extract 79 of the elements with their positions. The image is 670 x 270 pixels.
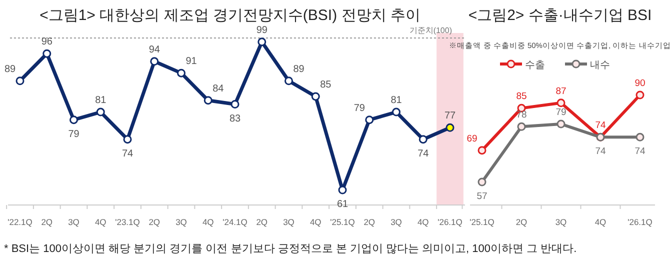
- data-label: 99: [256, 24, 268, 36]
- point: [478, 146, 486, 155]
- chart-title: <그림1> 대한상의 제조업 경기전망지수(BSI) 전망치 추이: [40, 7, 420, 24]
- point: [517, 122, 526, 131]
- point: [204, 96, 212, 105]
- x-tick-label: 2Q: [364, 217, 376, 227]
- point: [556, 98, 566, 108]
- x-tick-label: 3Q: [283, 217, 295, 227]
- data-label: 84: [212, 83, 224, 94]
- x-tick-label: 2Q: [148, 217, 160, 227]
- legend-label: 수출: [525, 60, 545, 71]
- data-label: 74: [595, 146, 606, 158]
- data-label: 79: [68, 128, 80, 140]
- x-tick-label: '24.1Q: [222, 217, 248, 227]
- x-tick-label: 2Q: [41, 217, 53, 227]
- x-tick-label: 4Q: [310, 217, 322, 227]
- data-label: 78: [516, 110, 527, 121]
- point: [478, 178, 486, 186]
- data-label: 81: [95, 95, 107, 106]
- chart-title: <그림2> 수출·내수기업 BSI: [468, 7, 652, 24]
- data-label: 89: [293, 64, 305, 75]
- point: [42, 49, 52, 58]
- data-label: 85: [516, 91, 527, 102]
- legend-label: 내수: [590, 60, 610, 71]
- x-tick-label: '26.1Q: [628, 217, 653, 227]
- x-tick-label: 3Q: [176, 217, 188, 227]
- data-label: 74: [418, 148, 430, 160]
- point: [16, 76, 24, 86]
- x-tick-label: 4Q: [94, 217, 107, 227]
- x-tick-label: 3Q: [390, 217, 402, 227]
- point: [284, 76, 293, 86]
- x-tick-label: 3Q: [68, 217, 80, 227]
- text: * BSI는 100이상이면 해당 분기의 경기를 이전 분기보다 긍정적으로 본 기업이 많다는 의미이고, 100이하면 그 반대다.: [4, 243, 577, 255]
- data-label: 96: [41, 36, 53, 48]
- point: [230, 100, 240, 109]
- data-label: 90: [634, 78, 646, 89]
- data-label: 74: [122, 148, 134, 160]
- point: [177, 68, 186, 78]
- point: [446, 123, 454, 132]
- x-tick-label: 2Q: [256, 217, 268, 227]
- data-label: 57: [476, 191, 488, 202]
- point: [123, 135, 132, 144]
- data-label: 69: [466, 133, 478, 144]
- data-label: 87: [556, 86, 566, 97]
- point: [70, 116, 78, 124]
- point: [556, 120, 566, 128]
- data-label: 94: [148, 44, 160, 56]
- data-label: 89: [4, 64, 16, 75]
- point: [418, 135, 428, 144]
- data-label: 61: [336, 199, 348, 210]
- data-label: 74: [634, 146, 646, 158]
- point: [96, 108, 105, 116]
- data-label: 91: [186, 56, 198, 68]
- data-label: 77: [444, 110, 456, 122]
- data-label: 79: [556, 107, 566, 118]
- x-tick-label: 2Q: [516, 217, 528, 227]
- x-tick-label: 4Q: [417, 217, 430, 227]
- point: [311, 92, 320, 101]
- x-tick-label: '25.1Q: [470, 217, 495, 227]
- point: [636, 132, 644, 142]
- ref-line-label: 기준치(100): [409, 26, 452, 35]
- point: [365, 116, 374, 124]
- x-tick-label: '25.1Q: [330, 217, 356, 227]
- data-label: 83: [229, 113, 241, 124]
- data-label: 74: [595, 120, 606, 132]
- x-tick-label: '23.1Q: [115, 217, 140, 227]
- point: [150, 57, 159, 66]
- data-label: 81: [390, 95, 402, 106]
- x-tick-label: 4Q: [594, 217, 607, 227]
- x-tick-label: 3Q: [555, 217, 568, 227]
- x-tick-label: '22.1Q: [8, 217, 33, 227]
- x-tick-label: 4Q: [202, 217, 214, 227]
- point: [258, 38, 266, 46]
- x-tick-label: '26.1Q: [438, 217, 463, 227]
- data-label: 85: [320, 79, 332, 90]
- point: [636, 90, 644, 100]
- data-label: 79: [354, 102, 366, 114]
- point: [392, 108, 400, 116]
- point: [338, 186, 347, 194]
